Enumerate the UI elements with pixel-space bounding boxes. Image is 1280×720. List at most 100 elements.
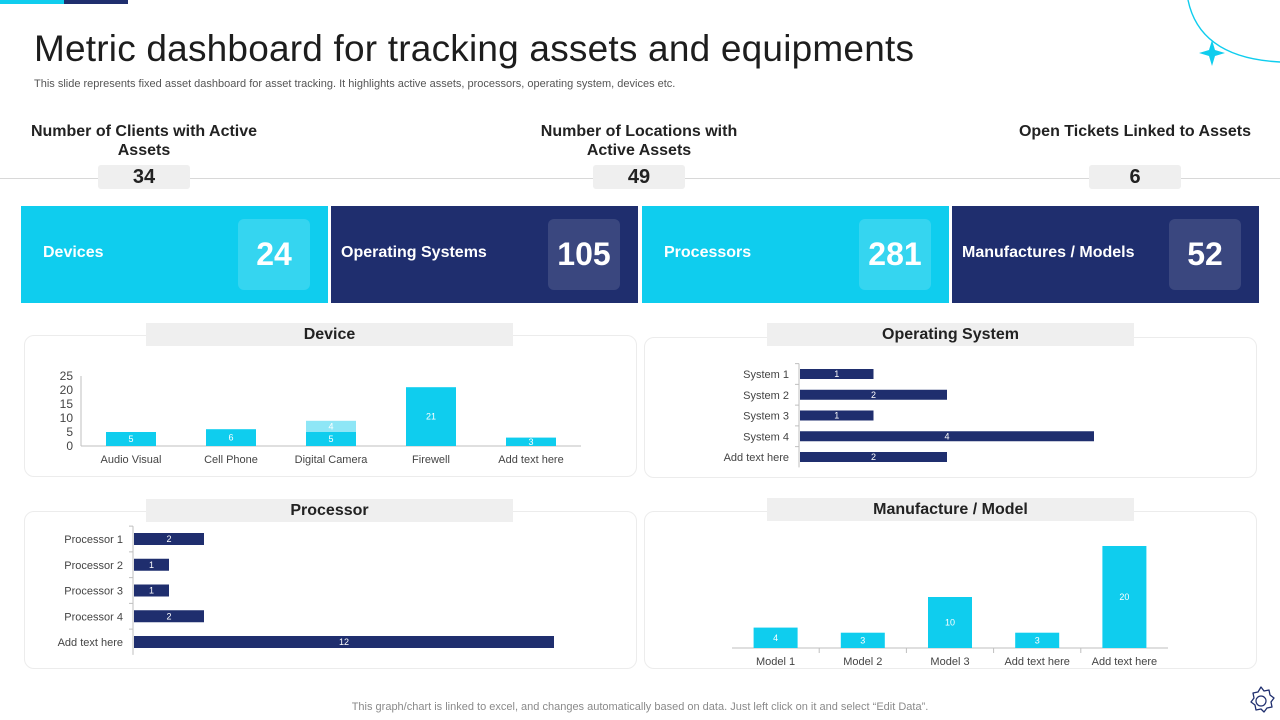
- page-subtitle: This slide represents fixed asset dashbo…: [34, 78, 676, 90]
- y-tick-label: 25: [60, 369, 74, 383]
- card-label: Processors: [664, 244, 752, 261]
- os-panel: [644, 337, 1257, 478]
- bar-value-label: 2: [166, 611, 171, 621]
- bar: [1015, 632, 1060, 648]
- kpi-label: Number of Clients with Active Assets: [30, 123, 258, 159]
- bar-value-label: 2: [166, 534, 171, 544]
- bar: [506, 437, 556, 446]
- kpi-value: 34: [98, 165, 190, 189]
- bar-value-label: 6: [228, 433, 233, 443]
- x-tick-label: Add text here: [1004, 656, 1069, 668]
- kpi-label: Open Tickets Linked to Assets: [1018, 123, 1252, 140]
- bar: [106, 432, 156, 446]
- bar: [800, 389, 947, 400]
- bar: [306, 420, 356, 432]
- x-tick-label: Firewell: [412, 454, 450, 466]
- bar: [800, 369, 874, 379]
- model-panel: [644, 511, 1257, 669]
- bar-value-label: 1: [834, 369, 839, 379]
- bar: [134, 610, 204, 623]
- bar: [800, 410, 874, 421]
- y-tick-label: Processor 2: [64, 560, 123, 572]
- bar: [753, 627, 798, 648]
- bar-value-label: 2: [871, 390, 876, 400]
- bar: [134, 636, 554, 648]
- bar-value-label: 1: [149, 560, 154, 570]
- bar-value-label: 4: [944, 431, 949, 441]
- device-panel: [24, 335, 637, 477]
- y-tick-label: 20: [60, 383, 74, 397]
- page-title: Metric dashboard for tracking assets and…: [34, 28, 915, 69]
- bar-value-label: 3: [528, 437, 533, 447]
- bar-value-label: 5: [128, 434, 133, 444]
- card-label: Devices: [43, 244, 104, 261]
- y-tick-label: 15: [60, 397, 74, 411]
- bar-value-label: 4: [328, 421, 333, 431]
- x-tick-label: Digital Camera: [295, 454, 369, 466]
- card-processors: Processors 281: [642, 206, 949, 303]
- x-tick-label: Cell Phone: [204, 454, 258, 466]
- card-label: Manufactures / Models: [962, 244, 1135, 261]
- bar-value-label: 12: [339, 637, 349, 647]
- bar-value-label: 20: [1119, 592, 1129, 602]
- bar-value-label: 2: [871, 452, 876, 462]
- bar: [800, 452, 947, 462]
- bar: [134, 584, 169, 597]
- card-devices: Devices 24: [21, 206, 328, 303]
- x-tick-label: Add text here: [498, 454, 563, 466]
- bar-value-label: 5: [328, 434, 333, 444]
- y-tick-label: System 4: [743, 431, 789, 443]
- y-tick-label: Processor 1: [64, 534, 123, 546]
- sparkle-arc-icon: [1187, 0, 1280, 66]
- bar-value-label: 1: [149, 586, 154, 596]
- top-accent-bar-cyan: [0, 0, 64, 4]
- kpi-value: 49: [593, 165, 685, 189]
- bar: [1102, 546, 1147, 648]
- bar: [134, 558, 169, 571]
- y-tick-label: Add text here: [58, 637, 123, 649]
- y-tick-label: 10: [60, 411, 74, 425]
- x-tick-label: Model 1: [756, 656, 795, 668]
- card-value: 105: [548, 219, 620, 290]
- card-value: 281: [859, 219, 931, 290]
- bar: [928, 597, 972, 648]
- model-chart-title: Manufacture / Model: [767, 498, 1134, 521]
- kpi-value: 6: [1089, 165, 1181, 189]
- x-tick-label: Model 3: [930, 656, 969, 668]
- top-accent-bar-navy: [64, 0, 128, 4]
- y-tick-label: System 3: [743, 411, 789, 423]
- kpi-label: Number of Locations with Active Assets: [540, 123, 738, 159]
- bar-value-label: 1: [834, 411, 839, 421]
- kpi-clients: Number of Clients with Active Assets 34: [24, 122, 264, 189]
- y-tick-label: System 1: [743, 369, 789, 381]
- gear-icon: [1250, 686, 1275, 713]
- kpi-tickets: Open Tickets Linked to Assets 6: [1015, 122, 1255, 189]
- y-tick-label: 5: [66, 425, 73, 439]
- card-value: 52: [1169, 219, 1241, 290]
- card-label: Operating Systems: [341, 244, 487, 261]
- y-tick-label: Processor 3: [64, 586, 123, 598]
- footer-note: This graph/chart is linked to excel, and…: [351, 701, 929, 713]
- x-tick-label: Model 2: [843, 656, 882, 668]
- kpi-locations: Number of Locations with Active Assets 4…: [519, 122, 759, 189]
- y-tick-label: Add text here: [724, 452, 789, 464]
- x-tick-label: Audio Visual: [101, 454, 162, 466]
- bar: [406, 387, 456, 446]
- card-operating-systems: Operating Systems 105: [331, 206, 638, 303]
- device-chart-title: Device: [146, 323, 513, 346]
- os-chart-title: Operating System: [767, 323, 1134, 346]
- bar: [206, 429, 256, 446]
- bar: [134, 533, 204, 545]
- bar: [800, 431, 1094, 442]
- bar: [306, 432, 356, 446]
- bar: [840, 632, 885, 648]
- x-tick-label: Add text here: [1092, 656, 1157, 668]
- bar-value-label: 4: [773, 633, 778, 643]
- processor-chart-title: Processor: [146, 499, 513, 522]
- y-tick-label: 0: [66, 439, 73, 453]
- bar-value-label: 3: [860, 635, 865, 645]
- card-manufactures-models: Manufactures / Models 52: [952, 206, 1259, 303]
